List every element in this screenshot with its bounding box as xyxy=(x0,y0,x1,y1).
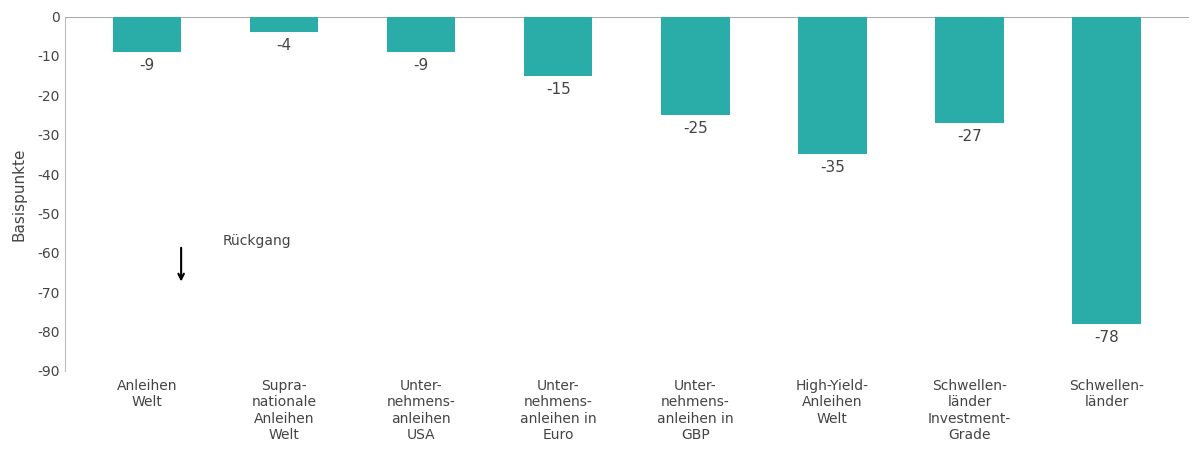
Text: -78: -78 xyxy=(1094,330,1118,345)
Bar xyxy=(798,17,866,154)
Text: -4: -4 xyxy=(276,38,292,53)
Text: -9: -9 xyxy=(414,58,428,73)
Y-axis label: Basispunkte: Basispunkte xyxy=(11,147,26,241)
Bar xyxy=(524,17,593,76)
Bar xyxy=(250,17,318,32)
Bar xyxy=(661,17,730,115)
Text: Rückgang: Rückgang xyxy=(222,234,290,248)
Text: -9: -9 xyxy=(139,58,155,73)
Text: -15: -15 xyxy=(546,82,570,96)
Text: -27: -27 xyxy=(958,129,982,144)
Text: -35: -35 xyxy=(820,160,845,175)
Text: -25: -25 xyxy=(683,121,708,136)
Bar xyxy=(935,17,1003,123)
Bar xyxy=(1073,17,1141,324)
Bar xyxy=(113,17,181,52)
Bar xyxy=(386,17,455,52)
